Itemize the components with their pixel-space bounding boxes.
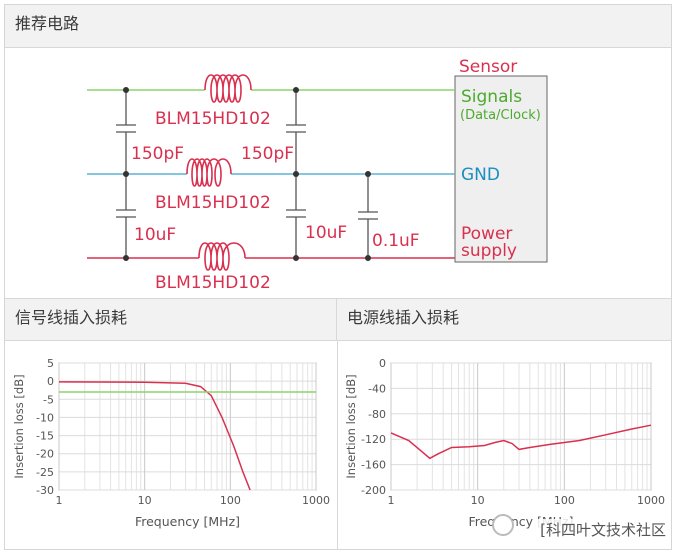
y-tick-label: 0 xyxy=(379,357,386,370)
y-tick-label: -120 xyxy=(361,433,386,446)
section-title: 电源线插入损耗 xyxy=(347,308,460,327)
x-axis-label: Frequency [MHz] xyxy=(135,514,240,529)
x-tick-label: 100 xyxy=(220,494,241,507)
y-axis-label: Insertion loss [dB] xyxy=(344,374,358,478)
inductor-gnd-label: BLM15HD102 xyxy=(155,193,271,213)
section-title: 信号线插入损耗 xyxy=(15,308,128,327)
signal-loss-chart: 5 0 -5 -10 -15 -20 -25 -301 10 100 1000 Frequency [… xyxy=(12,357,330,529)
x-tick-label: 1 xyxy=(388,494,395,507)
page-frame xyxy=(4,4,672,550)
y-tick-label: -40 xyxy=(368,382,386,395)
x-tick-label: 100 xyxy=(554,494,575,507)
section-header-power-loss: 电源线插入损耗 xyxy=(337,298,671,341)
y-tick-label: 0 xyxy=(47,375,54,388)
cap-signal-right-label: 150pF xyxy=(241,144,294,164)
inductor-power-label: BLM15HD102 xyxy=(155,273,271,293)
inductor-signal xyxy=(204,74,252,103)
y-tick-label: -80 xyxy=(368,408,386,421)
cap-signal-left-label: 150pF xyxy=(131,144,184,164)
capacitor-power-left xyxy=(116,174,136,258)
cap-power-left-label: 10uF xyxy=(134,225,176,245)
section-header-recommended-circuit: 推荐电路 xyxy=(5,5,671,48)
capacitor-power-right xyxy=(286,174,306,258)
plot-area xyxy=(390,362,652,491)
circuit-diagram: Sensor Signals (Data/Clock) GND Power su… xyxy=(87,57,548,293)
panel-divider xyxy=(337,341,338,549)
y-tick-label: -25 xyxy=(36,466,54,479)
y-axis-label: Insertion loss [dB] xyxy=(12,374,26,478)
y-tick-label: -30 xyxy=(36,484,54,497)
sensor-label: Sensor xyxy=(459,57,517,77)
x-tick-label: 1000 xyxy=(302,494,330,507)
power-label: Power xyxy=(461,224,512,244)
capacitor-signal-left xyxy=(116,90,136,174)
cap-power-extra-label: 0.1uF xyxy=(372,231,420,251)
y-tick-label: -10 xyxy=(36,411,54,424)
cap-power-right-label: 10uF xyxy=(305,223,347,243)
y-tick-label: -160 xyxy=(361,459,386,472)
section-title: 推荐电路 xyxy=(15,14,80,33)
x-tick-label: 10 xyxy=(138,494,152,507)
data-clock-label: (Data/Clock) xyxy=(460,108,541,123)
y-tick-label: -15 xyxy=(36,430,54,443)
inductor-signal-label: BLM15HD102 xyxy=(155,109,271,129)
series-line-1 xyxy=(390,424,652,460)
inductor-gnd xyxy=(186,158,232,187)
capacitor-power-extra xyxy=(358,174,378,258)
y-tick-label: -200 xyxy=(361,484,386,497)
x-tick-label: 1000 xyxy=(637,494,665,507)
supply-label: supply xyxy=(461,241,517,261)
y-tick-label: -5 xyxy=(43,393,54,406)
y-tick-label: 5 xyxy=(47,357,54,370)
gnd-label: GND xyxy=(461,165,500,185)
sensor-box xyxy=(454,75,548,263)
watermark: [科四叶文技术社区 xyxy=(538,519,668,540)
y-tick-label: -20 xyxy=(36,448,54,461)
series-line-1 xyxy=(58,381,251,491)
capacitor-signal-right xyxy=(286,90,306,174)
inductor-power xyxy=(198,242,246,271)
x-tick-label: 10 xyxy=(471,494,485,507)
section-header-signal-loss: 信号线插入损耗 xyxy=(5,298,337,341)
signals-label: Signals xyxy=(461,87,522,107)
wechat-icon xyxy=(492,514,514,536)
junction-dots xyxy=(123,87,371,261)
x-tick-label: 1 xyxy=(56,494,63,507)
